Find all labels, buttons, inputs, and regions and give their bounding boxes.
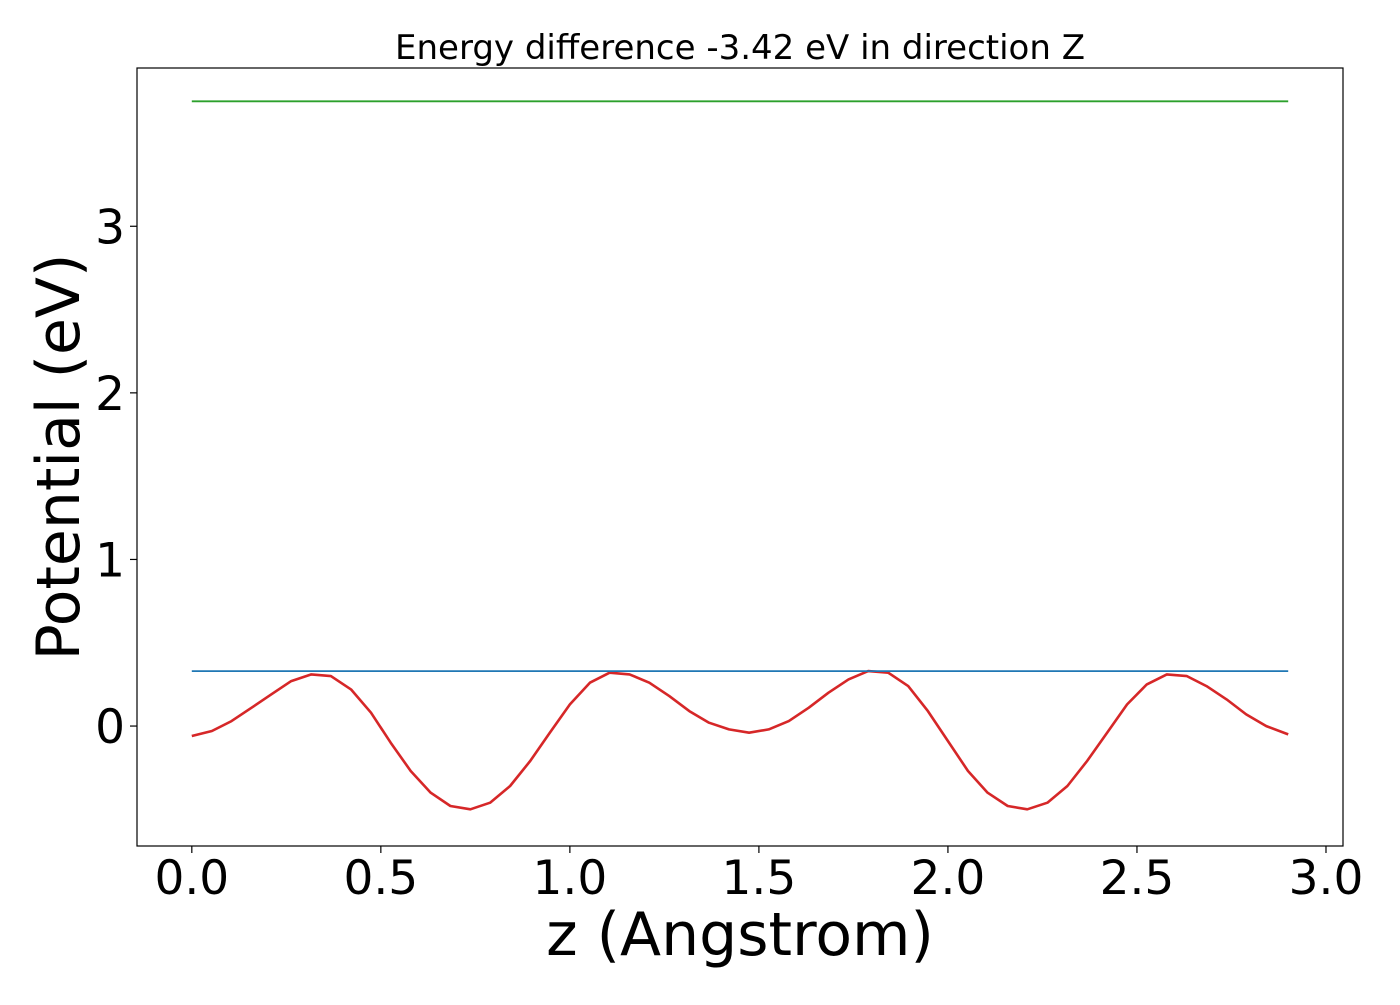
y-tick-label: 0 [95, 700, 125, 755]
series-line-0 [191, 669, 1289, 811]
x-axis-label: z (Angstrom) [546, 900, 934, 970]
series-layer [191, 100, 1289, 811]
y-tick-label: 1 [95, 533, 125, 588]
x-tick-label: 1.5 [722, 851, 797, 906]
x-tick-label: 0.0 [154, 851, 229, 906]
plot-area [136, 67, 1344, 847]
x-axis-ticks: 0.0 0.5 1.0 1.5 2.0 2.5 3.0 [154, 846, 1363, 906]
y-axis-label: Potential (eV) [24, 254, 94, 661]
chart-title: Energy difference -3.42 eV in direction … [395, 28, 1085, 68]
x-tick-label: 2.0 [911, 851, 986, 906]
x-tick-label: 1.0 [532, 851, 607, 906]
x-tick-label: 0.5 [343, 851, 418, 906]
y-axis-ticks: 0 1 2 3 [95, 200, 137, 755]
y-tick-label: 3 [95, 200, 125, 255]
y-tick-label: 2 [95, 367, 125, 422]
x-tick-label: 2.5 [1100, 851, 1175, 906]
x-tick-label: 3.0 [1289, 851, 1364, 906]
